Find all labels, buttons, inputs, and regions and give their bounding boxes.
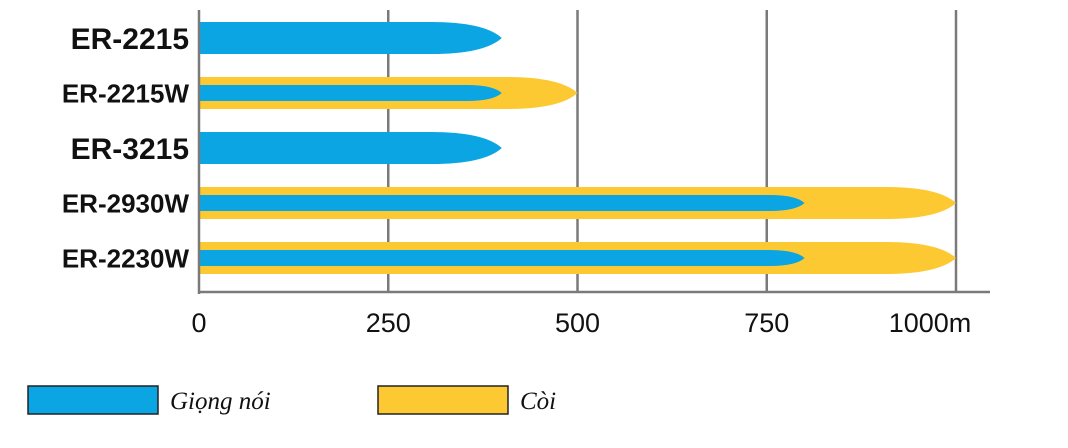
- axes: [197, 10, 990, 294]
- legend-swatch-voice: [27, 385, 159, 415]
- bar-voice-er-2230w: [199, 250, 805, 266]
- x-tick-label: 750: [744, 308, 789, 338]
- category-label: ER-2930W: [62, 188, 190, 218]
- category-label: ER-2215: [71, 23, 189, 56]
- bar-voice-er-2215w: [199, 85, 502, 101]
- legend: Giọng nói Còi: [27, 385, 556, 415]
- x-tick-labels: 0 250 500 750 1000m: [191, 308, 971, 338]
- bar-voice-er-2215: [199, 22, 502, 54]
- legend-label-horn: Còi: [520, 388, 556, 415]
- bar-voice-er-3215: [199, 132, 502, 164]
- legend-swatch-horn: [377, 385, 509, 415]
- category-label: ER-3215: [71, 133, 189, 166]
- legend-label-voice: Giọng nói: [170, 388, 271, 415]
- x-tick-label: 0: [191, 308, 206, 338]
- bar-voice-er-2930w: [199, 195, 805, 211]
- x-tick-label: 1000m: [889, 308, 972, 338]
- category-label: ER-2230W: [62, 243, 190, 273]
- category-labels: ER-2215 ER-2215W ER-3215 ER-2930W ER-2230W: [62, 23, 190, 274]
- x-tick-label: 500: [555, 308, 600, 338]
- category-label: ER-2215W: [62, 78, 190, 108]
- bars: [199, 22, 956, 274]
- x-tick-label: 250: [366, 308, 411, 338]
